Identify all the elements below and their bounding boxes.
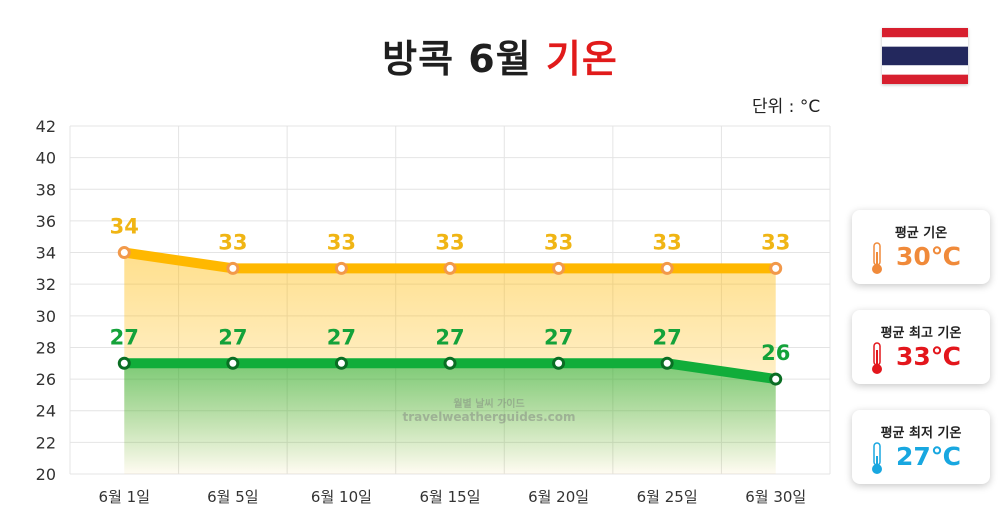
thermometer-fill <box>876 350 878 366</box>
area-fills <box>124 252 776 474</box>
y-tick-label: 24 <box>36 402 56 421</box>
y-tick-label: 32 <box>36 275 56 294</box>
high-point <box>552 261 566 275</box>
avg-temp-label: 평균 기온 <box>894 226 948 241</box>
x-tick-label: 6월 15일 <box>420 488 481 506</box>
high-data-label: 33 <box>327 230 356 254</box>
thermometer-orange-icon <box>872 242 882 274</box>
y-tick-label: 28 <box>36 338 56 357</box>
low-point <box>660 356 674 370</box>
low-point <box>769 372 783 386</box>
thermometer-blue-icon <box>872 442 882 474</box>
thermometer-bulb <box>872 464 882 474</box>
avg-temp-card: 평균 기온 30℃ <box>852 210 990 284</box>
flag-stripe-blue <box>882 46 968 66</box>
high-point <box>226 261 240 275</box>
thermometer-bulb <box>872 264 882 274</box>
x-tick-label: 6월 10일 <box>311 488 372 506</box>
y-tick-label: 36 <box>36 212 56 231</box>
max-temp-card: 평균 최고 기온 33℃ <box>852 310 990 384</box>
thermometer-red-icon <box>872 342 882 374</box>
y-tick-label: 42 <box>36 117 56 136</box>
y-tick-label: 20 <box>36 465 56 484</box>
high-data-label: 33 <box>653 230 682 254</box>
min-temp-label: 평균 최저 기온 <box>880 426 962 441</box>
low-point <box>443 356 457 370</box>
y-axis-ticks: 20 22 24 26 28 30 32 34 36 38 40 42 <box>36 117 56 484</box>
low-data-label: 27 <box>218 325 247 349</box>
watermark-line1: 월별 날씨 가이드 <box>453 397 524 410</box>
avg-temp-value: 30℃ <box>896 242 962 271</box>
x-tick-label: 6월 25일 <box>637 488 698 506</box>
y-tick-label: 22 <box>36 433 56 452</box>
flag-stripe-red-bottom <box>882 74 968 84</box>
temperature-chart: 20 22 24 26 28 30 32 34 36 38 40 42 6월 1일 6월 5일 6월 10… <box>36 117 831 506</box>
low-data-label: 27 <box>544 325 573 349</box>
max-temp-label: 평균 최고 기온 <box>880 326 962 341</box>
high-point <box>117 246 131 260</box>
low-point <box>117 356 131 370</box>
thermometer-fill <box>876 252 878 266</box>
low-point <box>552 356 566 370</box>
low-data-label: 27 <box>435 325 464 349</box>
x-tick-label: 6월 5일 <box>207 488 258 506</box>
min-temp-card: 평균 최저 기온 27℃ <box>852 410 990 484</box>
thermometer-bulb <box>872 364 882 374</box>
low-data-label: 27 <box>110 325 139 349</box>
high-point <box>443 261 457 275</box>
y-tick-label: 30 <box>36 307 56 326</box>
watermark-line2: travelweatherguides.com <box>402 410 575 424</box>
high-point <box>334 261 348 275</box>
high-point <box>660 261 674 275</box>
high-data-label: 33 <box>544 230 573 254</box>
x-tick-label: 6월 30일 <box>745 488 806 506</box>
data-labels: 34 33 33 33 33 33 33 27 27 27 27 27 27 26 <box>110 215 791 366</box>
series-markers <box>117 246 783 386</box>
y-tick-label: 38 <box>36 180 56 199</box>
high-data-label: 33 <box>435 230 464 254</box>
high-data-label: 33 <box>218 230 247 254</box>
x-tick-label: 6월 20일 <box>528 488 589 506</box>
watermark: 월별 날씨 가이드 travelweatherguides.com <box>402 397 575 424</box>
x-tick-label: 6월 1일 <box>99 488 150 506</box>
thailand-flag-icon <box>882 28 968 84</box>
title-main: 방콕 6월 <box>382 37 546 81</box>
title-accent: 기온 <box>545 37 618 81</box>
high-data-label: 34 <box>110 215 139 239</box>
low-data-label: 27 <box>653 325 682 349</box>
low-data-label: 26 <box>761 341 790 365</box>
high-point <box>769 261 783 275</box>
thermometer-fill <box>876 456 878 466</box>
low-data-label: 27 <box>327 325 356 349</box>
high-data-label: 33 <box>761 230 790 254</box>
flag-stripe-white-top <box>882 37 968 47</box>
flag-stripe-red-top <box>882 28 968 38</box>
y-tick-label: 26 <box>36 370 56 389</box>
page-title: 방콕 6월 기온 <box>0 28 1000 83</box>
y-tick-label: 40 <box>36 149 56 168</box>
x-axis-ticks: 6월 1일 6월 5일 6월 10일 6월 15일 6월 20일 6월 25일 6월 30일 <box>99 488 807 506</box>
low-point <box>226 356 240 370</box>
y-tick-label: 34 <box>36 244 56 263</box>
flag-stripe-white-bottom <box>882 65 968 75</box>
max-temp-value: 33℃ <box>896 342 962 371</box>
low-point <box>334 356 348 370</box>
low-area-fill <box>124 363 776 474</box>
min-temp-value: 27℃ <box>896 442 962 471</box>
unit-label: 단위 : °C <box>752 97 821 117</box>
